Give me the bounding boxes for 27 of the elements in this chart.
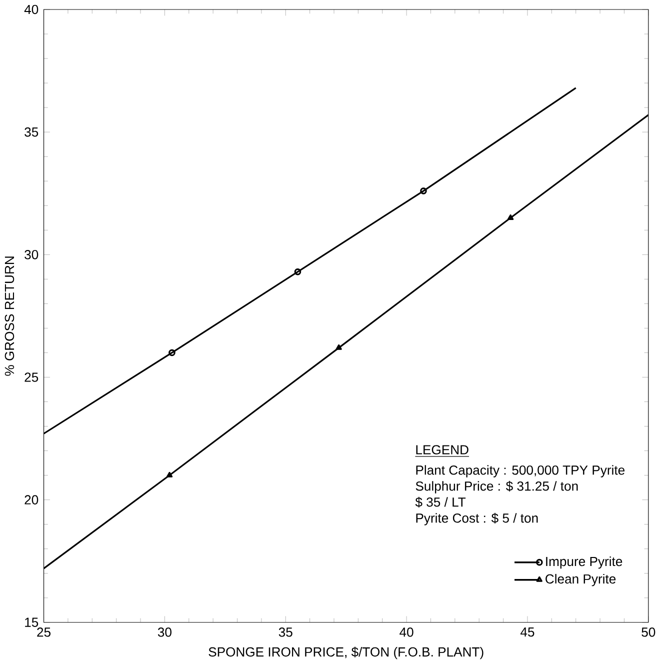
y-axis-title: % GROSS RETURN bbox=[5, 256, 14, 376]
y-tick-label: 15 bbox=[25, 618, 38, 627]
x-tick-label: 25 bbox=[37, 628, 51, 637]
y-tick-label: 40 bbox=[24, 4, 38, 14]
point bbox=[336, 344, 342, 350]
annotation: Sulphur Price : $ 31.25 / ton bbox=[416, 480, 578, 494]
y-tick-label: 20 bbox=[24, 495, 38, 504]
y-tick-label: 35 bbox=[24, 127, 38, 137]
x-tick-label: 30 bbox=[158, 628, 172, 637]
legend-title: LEGEND bbox=[416, 445, 469, 454]
point bbox=[508, 214, 514, 220]
y-tick-label: 25 bbox=[24, 372, 38, 382]
legend-label: Clean Pyrite bbox=[546, 574, 616, 586]
annotation: Plant Capacity : 500,000 TPY Pyrite bbox=[416, 465, 625, 478]
annotation: $ 35 / LT bbox=[416, 496, 466, 508]
legend-label: Impure Pyrite bbox=[546, 556, 622, 569]
x-tick-label: 40 bbox=[400, 628, 414, 637]
x-tick-label: 50 bbox=[642, 628, 656, 637]
point bbox=[420, 187, 428, 194]
point bbox=[166, 472, 173, 478]
annotation: Pyrite Cost : $ 5 / ton bbox=[416, 512, 538, 526]
x-tick-label: 45 bbox=[520, 628, 534, 637]
point bbox=[294, 268, 302, 276]
y-tick-label: 30 bbox=[24, 250, 38, 260]
x-axis-title: SPONGE IRON PRICE, $/TON (F.O.B. PLANT) bbox=[208, 646, 484, 660]
point bbox=[168, 349, 176, 356]
x-tick-label: 35 bbox=[279, 628, 293, 637]
